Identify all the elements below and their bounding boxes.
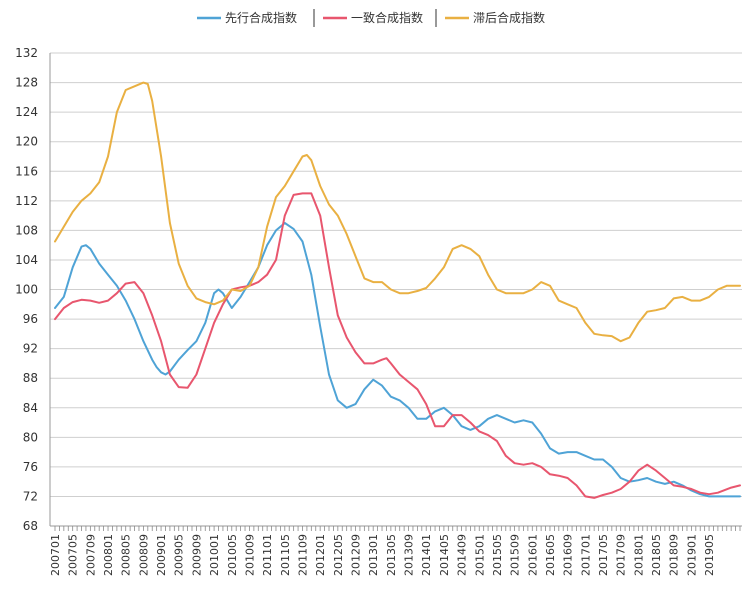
y-tick-label: 92 <box>23 342 38 356</box>
x-tick-label: 201301 <box>367 534 380 576</box>
x-tick-label: 200709 <box>84 534 97 576</box>
legend-label: 滞后合成指数 <box>473 10 545 25</box>
y-tick-label: 72 <box>23 489 38 503</box>
y-tick-label: 116 <box>15 164 38 178</box>
x-tick-label: 201009 <box>243 534 256 576</box>
legend-item-0[interactable]: 先行合成指数 <box>197 10 297 25</box>
y-tick-label: 124 <box>15 105 38 119</box>
x-tick-label: 201105 <box>279 534 292 576</box>
x-tick-label: 201605 <box>544 534 557 576</box>
x-tick-label: 200905 <box>173 534 186 576</box>
x-tick-label: 201609 <box>562 534 575 576</box>
series-line-0 <box>54 222 741 498</box>
x-tick-label: 201309 <box>403 534 416 576</box>
x-tick-label: 201505 <box>491 534 504 576</box>
y-tick-label: 76 <box>23 460 38 474</box>
x-tick-label: 200701 <box>49 534 62 576</box>
x-tick-label: 201509 <box>509 534 522 576</box>
series-line-2 <box>54 81 741 343</box>
series-lines <box>54 81 741 499</box>
x-tick-label: 201005 <box>226 534 239 576</box>
y-tick-label: 120 <box>15 135 38 149</box>
x-tick-label: 201205 <box>332 534 345 576</box>
x-tick-label: 201401 <box>420 534 433 576</box>
y-tick-label: 112 <box>15 194 38 208</box>
x-tick-label: 201805 <box>650 534 663 576</box>
x-tick-label: 201001 <box>208 534 221 576</box>
series-line-1 <box>54 192 741 499</box>
x-tick-label: 201201 <box>314 534 327 576</box>
x-tick-label: 201405 <box>438 534 451 576</box>
x-tick-label: 200801 <box>102 534 115 576</box>
legend-label: 先行合成指数 <box>225 10 297 25</box>
grid-lines <box>50 52 742 527</box>
x-tick-label: 201409 <box>456 534 469 576</box>
x-tick-label: 201709 <box>615 534 628 576</box>
x-tick-label: 201801 <box>632 534 645 576</box>
legend-item-1[interactable]: 一致合成指数 <box>323 10 423 25</box>
x-tick-label: 200901 <box>155 534 168 576</box>
x-tick-label: 201305 <box>385 534 398 576</box>
y-tick-label: 68 <box>23 519 38 533</box>
y-tick-label: 84 <box>23 401 38 415</box>
x-tick-label: 201101 <box>261 534 274 576</box>
x-tick-label: 201905 <box>703 534 716 576</box>
legend-label: 一致合成指数 <box>351 10 423 25</box>
y-tick-label: 96 <box>23 312 38 326</box>
y-tick-label: 132 <box>15 46 38 60</box>
x-tick-label: 200809 <box>137 534 150 576</box>
x-tick-label: 201209 <box>350 534 363 576</box>
legend[interactable]: 先行合成指数 一致合成指数 滞后合成指数 <box>197 9 545 27</box>
y-tick-label: 104 <box>15 253 38 267</box>
x-tick-label: 201809 <box>668 534 681 576</box>
y-tick-label: 108 <box>15 223 38 237</box>
x-tick-label: 200805 <box>120 534 133 576</box>
x-tick-label: 201109 <box>296 534 309 576</box>
legend-item-2[interactable]: 滞后合成指数 <box>445 10 545 25</box>
x-tick-label: 200705 <box>67 534 80 576</box>
x-tick-label: 200909 <box>190 534 203 576</box>
x-tick-label: 201901 <box>685 534 698 576</box>
y-tick-label: 100 <box>15 283 38 297</box>
x-tick-label: 201501 <box>473 534 486 576</box>
x-axis: 200701 200705 200709 200801 200805 200809 2009… <box>49 525 742 576</box>
x-tick-label: 201701 <box>579 534 592 576</box>
y-tick-label: 128 <box>15 76 38 90</box>
x-tick-label: 201601 <box>526 534 539 576</box>
y-tick-label: 80 <box>23 430 38 444</box>
x-tick-label: 201705 <box>597 534 610 576</box>
y-tick-label: 88 <box>23 371 38 385</box>
y-axis: 68 72 76 80 84 88 92 96 100 104 108 112 116 120 124 128… <box>15 46 51 533</box>
